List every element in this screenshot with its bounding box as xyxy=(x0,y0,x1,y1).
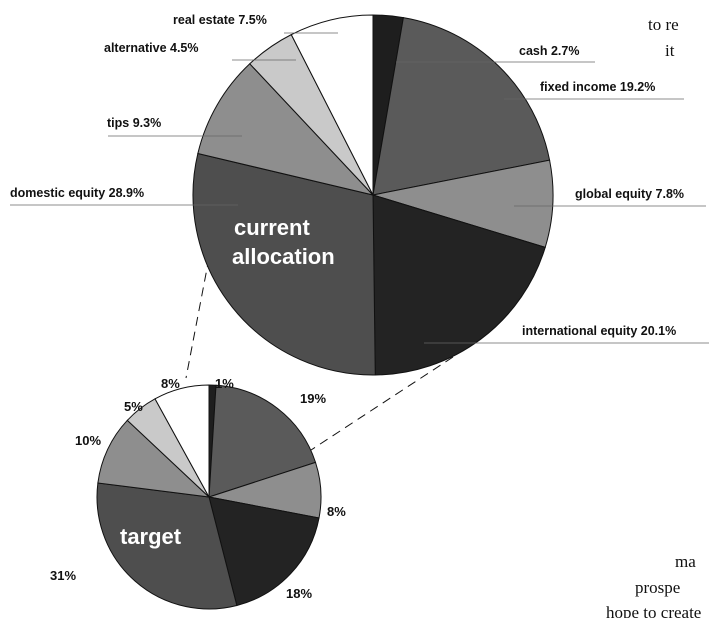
bg-text-line-3: ma xyxy=(675,552,696,571)
current-slice-5-tips-9-3 xyxy=(197,63,375,196)
current-allocation-labels: real estate 7.5% alternative 4.5% tips 9… xyxy=(10,13,709,344)
current-allocation-title-line-1: current xyxy=(234,215,310,240)
label-domestic-equity: domestic equity 28.9% xyxy=(10,186,144,200)
bg-text-line-2: it xyxy=(665,41,675,60)
target-label-international-equity: 18% xyxy=(286,586,312,601)
label-international-equity: international equity 20.1% xyxy=(522,324,676,338)
target-slice-7-8 xyxy=(154,384,210,498)
current-allocation-title-line-2: allocation xyxy=(232,244,335,269)
connector-line-left xyxy=(185,257,210,379)
target-label-global-equity: 8% xyxy=(327,504,346,519)
target-label-tips: 10% xyxy=(75,433,101,448)
label-alternative: alternative 4.5% xyxy=(104,41,199,55)
target-label-fixed-income: 19% xyxy=(300,391,326,406)
label-real-estate: real estate 7.5% xyxy=(173,13,267,27)
target-label-real-estate: 8% xyxy=(161,376,180,391)
label-global-equity: global equity 7.8% xyxy=(575,187,684,201)
bg-text-line-1: to re xyxy=(648,15,679,34)
target-pie xyxy=(96,384,322,610)
label-fixed-income: fixed income 19.2% xyxy=(540,80,655,94)
background-text: to re it ma prospe hope to create xyxy=(606,15,701,618)
target-labels: 1% 8% 5% 10% 19% 8% 31% 18% xyxy=(50,376,346,601)
target-label-alternative: 5% xyxy=(124,399,143,414)
label-cash: cash 2.7% xyxy=(519,44,579,58)
target-slice-4-31 xyxy=(96,482,238,610)
label-tips: tips 9.3% xyxy=(107,116,161,130)
current-allocation-pie xyxy=(192,14,554,376)
current-slice-7-real-estate-7-5 xyxy=(290,14,374,196)
target-slice-1-19 xyxy=(208,384,317,498)
current-slice-3-international-equity-20-1 xyxy=(372,194,546,376)
target-label-domestic-equity: 31% xyxy=(50,568,76,583)
target-title: target xyxy=(120,524,182,549)
bg-text-line-5: hope to create xyxy=(606,603,701,618)
target-label-cash: 1% xyxy=(215,376,234,391)
bg-text-line-4: prospe xyxy=(635,578,680,597)
target-slice-3-18 xyxy=(208,496,320,607)
current-slice-4-domestic-equity-28-9 xyxy=(192,152,376,376)
